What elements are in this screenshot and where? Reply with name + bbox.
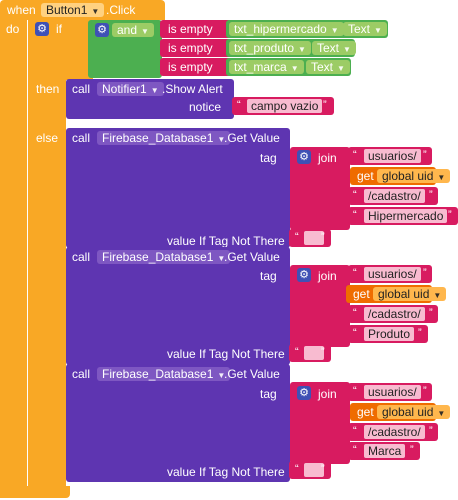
value-if-tag-not-there-label: value If Tag Not There <box>167 465 285 479</box>
else-label: else <box>36 131 59 145</box>
and-dropdown[interactable]: and ▼ <box>112 23 154 37</box>
notifier1-dropdown[interactable]: Notifier1 ▼ <box>97 82 164 96</box>
firebase-get-value-block[interactable] <box>66 128 290 248</box>
hipermercado-text[interactable]: Hipermercado <box>364 209 448 223</box>
close-quote: ” <box>410 444 414 456</box>
open-quote: “ <box>353 385 357 397</box>
close-quote: ” <box>321 463 325 475</box>
value-if-tag-not-there-label: value If Tag Not There <box>167 234 285 248</box>
get-label: get <box>353 287 370 301</box>
campo-vazio-text[interactable]: campo vazio <box>247 99 323 113</box>
if-gear-icon[interactable]: ⚙ <box>35 22 49 36</box>
open-quote: “ <box>353 209 357 221</box>
firebase-database1-dropdown[interactable]: Firebase_Database1 ▼ <box>97 131 231 145</box>
get-label: get <box>357 169 374 183</box>
produto-text[interactable]: Produto <box>364 327 415 341</box>
close-quote: ” <box>423 149 427 161</box>
open-quote: “ <box>353 189 357 201</box>
empty-text[interactable] <box>304 346 324 360</box>
open-quote: “ <box>295 463 299 475</box>
open-quote: “ <box>353 425 357 437</box>
close-quote: ” <box>429 307 433 319</box>
open-quote: “ <box>353 307 357 319</box>
if-body <box>28 18 66 490</box>
open-quote: “ <box>353 267 357 279</box>
txt-hipermercado-dropdown[interactable]: txt_hipermercado ▼ <box>229 22 344 36</box>
join-gear-icon[interactable]: ⚙ <box>297 150 311 164</box>
tag-label: tag <box>260 269 277 283</box>
close-quote: ” <box>321 346 325 358</box>
usuarios-text[interactable]: usuarios/ <box>364 267 421 281</box>
usuarios-text[interactable]: usuarios/ <box>364 149 421 163</box>
tag-label: tag <box>260 387 277 401</box>
txt-produto-dropdown[interactable]: txt_produto ▼ <box>229 41 311 55</box>
global-uid-dropdown[interactable]: global uid ▼ <box>373 287 447 301</box>
get-value-label: .Get Value <box>224 131 280 145</box>
close-quote: ” <box>429 425 433 437</box>
txt-marca-dropdown[interactable]: txt_marca ▼ <box>229 60 304 74</box>
tag-label: tag <box>260 151 277 165</box>
call-label: call <box>72 131 91 145</box>
button1-dropdown[interactable]: Button1 ▼ <box>41 3 105 17</box>
usuarios-text[interactable]: usuarios/ <box>364 385 421 399</box>
global-uid-dropdown[interactable]: global uid ▼ <box>377 405 451 419</box>
close-quote: ” <box>321 231 325 243</box>
close-quote: ” <box>418 327 422 339</box>
text-prop-dropdown[interactable]: Text ▼ <box>306 60 350 74</box>
cadastro-text[interactable]: /cadastro/ <box>364 307 425 321</box>
empty-text[interactable] <box>304 231 324 245</box>
marca-text[interactable]: Marca <box>364 444 406 458</box>
firebase-get-value-block[interactable] <box>66 364 290 482</box>
join-gear-icon[interactable]: ⚙ <box>297 386 311 400</box>
is-empty-label: is empty <box>168 41 213 55</box>
notice-label: notice <box>189 100 222 114</box>
open-quote: “ <box>353 444 357 456</box>
cadastro-text[interactable]: /cadastro/ <box>364 425 425 439</box>
join-label: join <box>318 387 337 401</box>
is-empty-label: is empty <box>168 22 213 36</box>
do-label: do <box>6 22 20 36</box>
firebase-database1-dropdown[interactable]: Firebase_Database1 ▼ <box>97 250 231 264</box>
firebase-get-value-block[interactable] <box>66 247 290 365</box>
join-label: join <box>318 151 337 165</box>
close-quote: ” <box>423 267 427 279</box>
if-label: if <box>56 22 62 36</box>
text-prop-dropdown[interactable]: Text ▼ <box>343 22 387 36</box>
is-empty-block[interactable] <box>160 20 232 38</box>
open-quote: “ <box>295 231 299 243</box>
is-empty-block[interactable] <box>160 39 232 57</box>
call-label: call <box>72 250 91 264</box>
firebase-database1-dropdown[interactable]: Firebase_Database1 ▼ <box>97 367 231 381</box>
join-label: join <box>318 269 337 283</box>
get-value-label: .Get Value <box>224 367 280 381</box>
when-label: when <box>7 3 36 17</box>
global-uid-dropdown[interactable]: global uid ▼ <box>377 169 451 183</box>
call-label: call <box>72 367 91 381</box>
close-quote: ” <box>323 99 327 111</box>
close-quote: ” <box>429 189 433 201</box>
close-quote: ” <box>423 385 427 397</box>
get-label: get <box>357 405 374 419</box>
close-quote: ” <box>448 209 452 221</box>
open-quote: “ <box>295 346 299 358</box>
text-prop-dropdown[interactable]: Text ▼ <box>312 41 356 55</box>
open-quote: “ <box>353 149 357 161</box>
get-value-label: .Get Value <box>224 250 280 264</box>
cadastro-text[interactable]: /cadastro/ <box>364 189 425 203</box>
show-alert-label: .Show Alert <box>162 82 223 96</box>
is-empty-label: is empty <box>168 60 213 74</box>
call-label: call <box>72 82 91 96</box>
value-if-tag-not-there-label: value If Tag Not There <box>167 347 285 361</box>
then-label: then <box>36 82 60 96</box>
join-gear-icon[interactable]: ⚙ <box>297 268 311 282</box>
open-quote: “ <box>237 99 241 111</box>
click-event-label: .Click <box>106 3 136 17</box>
is-empty-block[interactable] <box>160 58 232 76</box>
empty-text[interactable] <box>304 463 324 477</box>
open-quote: “ <box>353 327 357 339</box>
event-body-bar <box>0 18 27 498</box>
and-gear-icon[interactable]: ⚙ <box>95 23 109 37</box>
